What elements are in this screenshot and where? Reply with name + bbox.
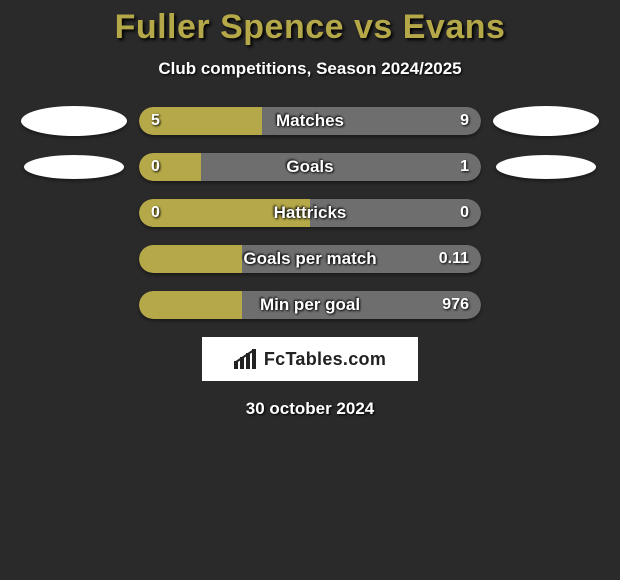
- stat-row: 976Min per goal: [0, 291, 620, 319]
- player-left-badge: [19, 155, 129, 179]
- stat-value-right: 0: [460, 204, 469, 222]
- date-text: 30 october 2024: [0, 399, 620, 419]
- stat-bar: 976Min per goal: [139, 291, 481, 319]
- bar-left-fill: [139, 245, 242, 273]
- logo-text: FcTables.com: [264, 349, 386, 370]
- bar-left-fill: [139, 199, 310, 227]
- badge-ellipse: [496, 155, 596, 179]
- player-right-badge: [491, 155, 601, 179]
- subtitle: Club competitions, Season 2024/2025: [0, 59, 620, 79]
- stat-bar: 00Hattricks: [139, 199, 481, 227]
- stat-value-right: 9: [460, 112, 469, 130]
- stat-value-left: 0: [151, 204, 160, 222]
- stat-bar: 01Goals: [139, 153, 481, 181]
- stat-value-right: 976: [442, 296, 469, 314]
- player-right-badge: [491, 106, 601, 136]
- stat-value-right: 1: [460, 158, 469, 176]
- bar-right-fill: [262, 107, 481, 135]
- stat-value-right: 0.11: [439, 250, 469, 268]
- stats-list: 59Matches01Goals00Hattricks0.11Goals per…: [0, 107, 620, 319]
- badge-ellipse: [21, 106, 127, 136]
- badge-ellipse: [493, 106, 599, 136]
- stat-bar: 0.11Goals per match: [139, 245, 481, 273]
- stat-row: 59Matches: [0, 107, 620, 135]
- badge-ellipse: [24, 155, 124, 179]
- fctables-logo[interactable]: FcTables.com: [202, 337, 418, 381]
- stat-row: 00Hattricks: [0, 199, 620, 227]
- stat-bar: 59Matches: [139, 107, 481, 135]
- bar-left-fill: [139, 153, 201, 181]
- stat-row: 01Goals: [0, 153, 620, 181]
- comparison-card: Fuller Spence vs Evans Club competitions…: [0, 0, 620, 419]
- chart-icon: [234, 349, 258, 369]
- bar-right-fill: [310, 199, 481, 227]
- player-left-badge: [19, 106, 129, 136]
- stat-row: 0.11Goals per match: [0, 245, 620, 273]
- stat-value-left: 5: [151, 112, 160, 130]
- stat-value-left: 0: [151, 158, 160, 176]
- page-title: Fuller Spence vs Evans: [0, 8, 620, 47]
- bar-left-fill: [139, 291, 242, 319]
- bar-right-fill: [201, 153, 481, 181]
